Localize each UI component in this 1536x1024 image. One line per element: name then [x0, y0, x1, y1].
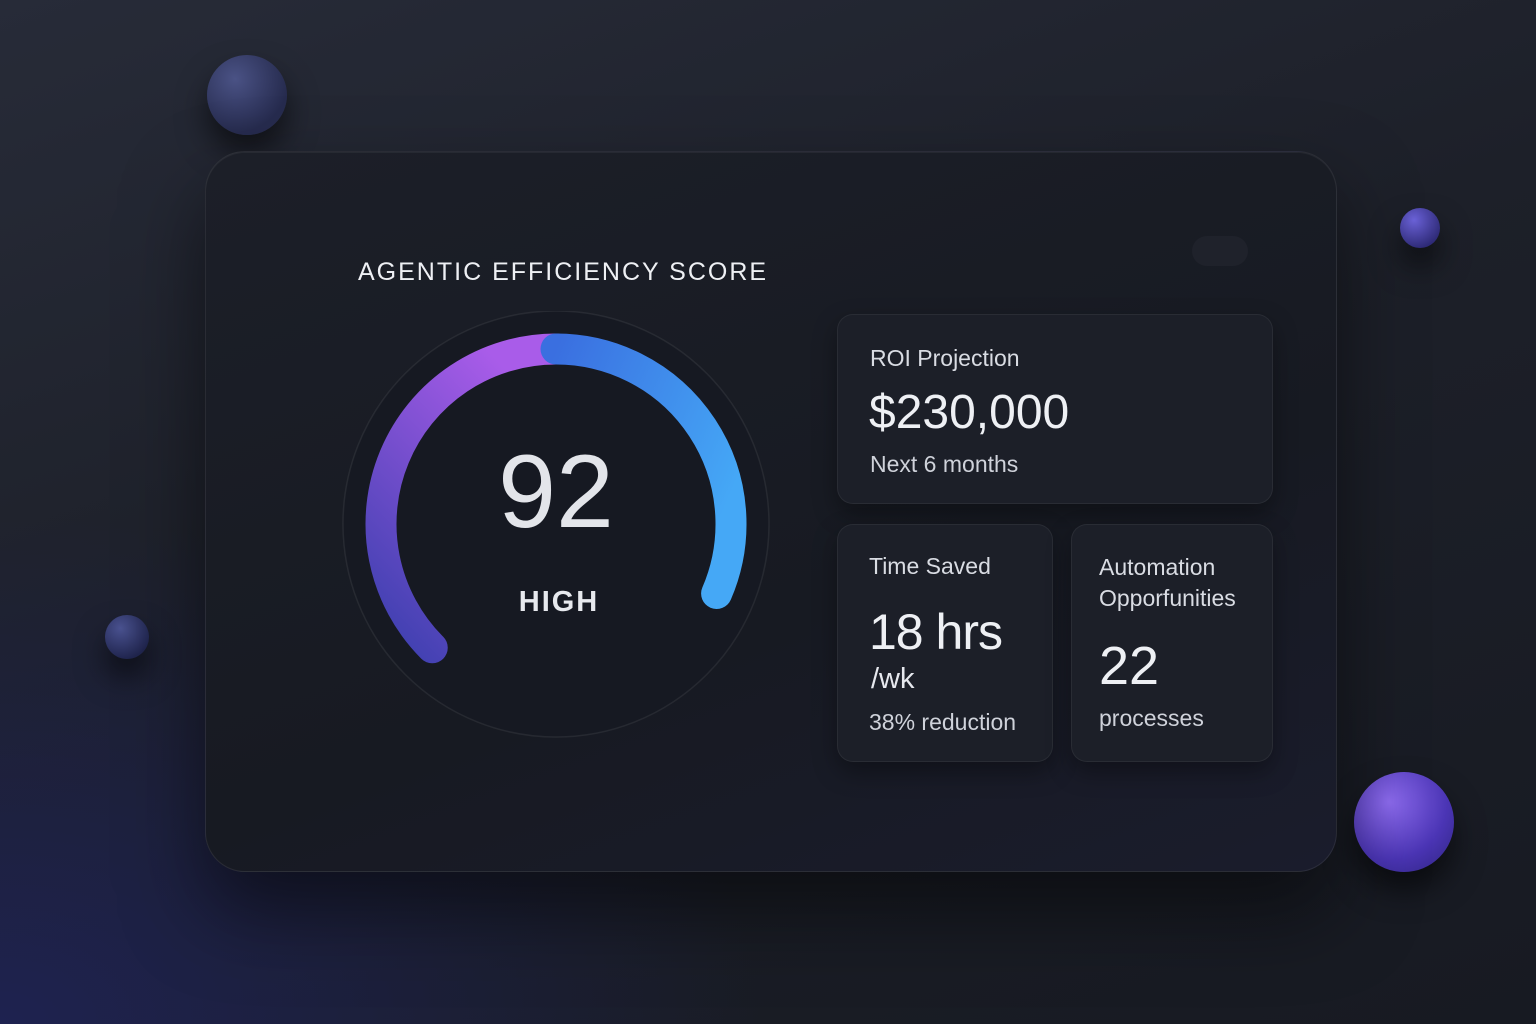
gauge-arc-start: [365, 333, 572, 664]
time-saved-value: 18 hrs: [869, 604, 1003, 660]
decorative-sphere: [207, 55, 287, 135]
automation-sub: processes: [1099, 705, 1204, 731]
decorative-sphere: [1400, 208, 1440, 248]
automation-label-2: Opporfunities: [1099, 585, 1236, 611]
time-saved-label: Time Saved: [869, 553, 991, 579]
decorative-sphere: [1354, 772, 1454, 872]
roi-value: $230,000: [869, 386, 1070, 439]
gauge-arc-end: [540, 333, 747, 610]
roi-sub: Next 6 months: [870, 451, 1019, 477]
score-level: HIGH: [518, 586, 600, 618]
time-saved-unit: /wk: [871, 663, 915, 695]
time-saved-card: Time Saved 18 hrs /wk 38% reduction: [837, 524, 1053, 762]
roi-label: ROI Projection: [870, 345, 1020, 371]
automation-label-1: Automation: [1099, 554, 1216, 580]
gauge-bezel: [342, 311, 770, 738]
decorative-sphere: [105, 615, 149, 659]
automation-card: Automation Opporfunities 22 processes: [1071, 524, 1273, 762]
efficiency-gauge: [342, 311, 770, 738]
score-value: 92: [498, 434, 614, 550]
automation-value: 22: [1099, 636, 1160, 696]
page-title: AGENTIC EFFICIENCY SCORE: [358, 258, 769, 286]
panel-toggle: [1192, 236, 1248, 266]
time-saved-sub: 38% reduction: [869, 709, 1017, 735]
roi-card: ROI Projection $230,000 Next 6 months: [837, 314, 1273, 504]
